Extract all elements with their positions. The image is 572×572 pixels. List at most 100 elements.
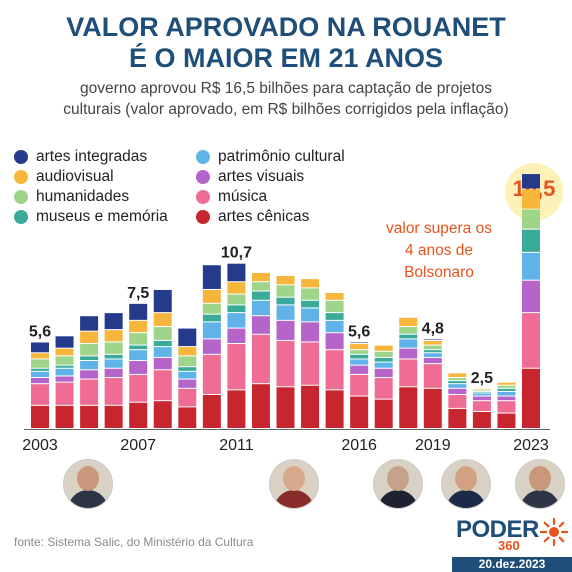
- bar-segment-2003-artes-visuais: [31, 378, 49, 384]
- bar-segment-2006-artes-cênicas: [104, 405, 123, 428]
- bar-segment-2007-museus-e-memória: [129, 345, 148, 350]
- bar-segment-2006-humanidades: [104, 342, 123, 354]
- bar-segment-2022-museus-e-memória: [497, 388, 516, 391]
- bar-segment-2014-artes-cênicas: [301, 385, 320, 428]
- bar-segment-2019-museus-e-memória: [423, 350, 442, 353]
- bar-segment-2016-música: [350, 374, 369, 396]
- legend-item-humanidades: humanidades: [14, 187, 129, 207]
- bar-segment-2007-artes-visuais: [129, 361, 148, 374]
- bar-segment-2019-audiovisual: [423, 340, 442, 345]
- legend-label: música: [218, 188, 268, 205]
- portrait-body: [446, 490, 486, 508]
- bar-segment-2015-humanidades: [325, 300, 344, 313]
- bar-segment-2009-música: [178, 388, 197, 407]
- bar-segment-2017-música: [374, 378, 393, 399]
- bar-segment-2012-música: [251, 334, 270, 384]
- bar-segment-2007-patrimônio-cultural: [129, 350, 148, 361]
- bar-segment-2018-museus-e-memória: [399, 334, 418, 339]
- legend-item-patrimonio-cultural: patrimônio cultural: [196, 147, 345, 167]
- bar-segment-2018-artes-visuais: [399, 348, 418, 359]
- bar-segment-2003-humanidades: [31, 359, 49, 368]
- bar-segment-2022-música: [497, 401, 516, 413]
- bar-segment-2016-museus-e-memória: [350, 354, 369, 359]
- portrait-dilma: [269, 459, 319, 509]
- bar-segment-2006-museus-e-memória: [104, 354, 123, 359]
- bar-segment-2012-patrimônio-cultural: [251, 300, 270, 316]
- bar-segment-2023-artes-cênicas: [522, 368, 540, 428]
- total-label-2019: 4,8: [422, 320, 444, 337]
- legend-label: artes integradas: [36, 148, 148, 165]
- x-tick-label-2003: 2003: [22, 437, 58, 454]
- bar-segment-2007-humanidades: [129, 333, 148, 345]
- bar-segment-2019-artes-integradas: [423, 339, 442, 340]
- portrait-lula-2003: [63, 459, 113, 509]
- bar-segment-2003-patrimônio-cultural: [31, 371, 49, 378]
- bar-segment-2005-artes-visuais: [80, 370, 99, 379]
- portrait-head: [77, 466, 99, 491]
- bar-segment-2022-patrimônio-cultural: [497, 391, 516, 396]
- bar-segment-2003-artes-cênicas: [31, 405, 49, 428]
- bar-segment-2021-artes-visuais: [472, 396, 491, 401]
- legend-swatch: [196, 210, 210, 224]
- bar-segment-2017-artes-visuais: [374, 368, 393, 378]
- bar-segment-2010-humanidades: [202, 303, 221, 314]
- bar-segment-2007-música: [129, 374, 148, 402]
- total-label-2011: 10,7: [221, 245, 252, 262]
- poder360-logo: PODER 360: [456, 516, 568, 553]
- bar-segment-2010-museus-e-memória: [202, 314, 221, 322]
- bar-segment-2006-música: [104, 378, 123, 405]
- bar-segment-2007-artes-cênicas: [129, 402, 148, 428]
- bar-segment-2013-música: [276, 340, 295, 387]
- bar-segment-2023-patrimônio-cultural: [522, 252, 540, 280]
- bar-segment-2010-música: [202, 354, 221, 395]
- x-tick-label-2016: 2016: [341, 437, 377, 454]
- bar-segment-2008-música: [153, 370, 172, 401]
- legend-swatch: [196, 150, 210, 164]
- legend-label: humanidades: [36, 188, 130, 205]
- portrait-body: [274, 490, 314, 508]
- bar-segment-2004-museus-e-memória: [55, 365, 74, 368]
- legend-label: artes visuais: [218, 168, 305, 185]
- bar-segment-2010-audiovisual: [202, 289, 221, 303]
- bar-segment-2012-museus-e-memória: [251, 291, 270, 300]
- bar-segment-2014-audiovisual: [301, 279, 320, 288]
- bar-segment-2021-audiovisual: [472, 388, 491, 390]
- bar-segment-2010-artes-integradas: [202, 265, 221, 289]
- bar-segment-2021-música: [472, 401, 491, 412]
- bar-segment-2013-artes-cênicas: [276, 387, 295, 428]
- bar-segment-2022-humanidades: [497, 385, 516, 388]
- bar-segment-2009-museus-e-memória: [178, 367, 197, 371]
- bar-segment-2023-música: [522, 313, 540, 368]
- bar-segment-2015-museus-e-memória: [325, 313, 344, 320]
- x-tick-label-2019: 2019: [415, 437, 451, 454]
- bar-segment-2015-artes-visuais: [325, 333, 344, 350]
- bar-segment-2007-audiovisual: [129, 320, 148, 333]
- legend-item-artes-visuais: artes visuais: [196, 167, 304, 187]
- legend-item-audiovisual: audiovisual: [14, 167, 114, 187]
- legend-swatch: [196, 170, 210, 184]
- legend-label: artes cênicas: [218, 208, 310, 225]
- publish-date: 20.dez.2023: [452, 557, 572, 572]
- bar-segment-2014-museus-e-memória: [301, 300, 320, 308]
- logo-burst-icon: [540, 518, 568, 546]
- bar-segment-2017-humanidades: [374, 351, 393, 357]
- bar-segment-2019-artes-visuais: [423, 357, 442, 364]
- bar-segment-2019-humanidades: [423, 345, 442, 350]
- bar-segment-2023-artes-visuais: [522, 280, 540, 313]
- legend-label: museus e memória: [36, 208, 168, 225]
- bar-segment-2008-museus-e-memória: [153, 340, 172, 347]
- legend-label: patrimônio cultural: [218, 148, 345, 165]
- bar-segment-2012-artes-visuais: [251, 316, 270, 334]
- bar-segment-2003-audiovisual: [31, 353, 49, 359]
- bar-segment-2020-audiovisual: [448, 373, 467, 378]
- bar-segment-2008-artes-integradas: [153, 289, 172, 313]
- bar-segment-2013-museus-e-memória: [276, 297, 295, 305]
- chart-subtitle-line1: governo aprovou R$ 16,5 bilhões para cap…: [80, 80, 492, 97]
- chart-subtitle-line2: culturais (valor aprovado, em R$ bilhões…: [63, 101, 509, 118]
- legend-swatch: [14, 210, 28, 224]
- bar-segment-2008-artes-visuais: [153, 357, 172, 370]
- bar-segment-2020-artes-visuais: [448, 388, 467, 395]
- portrait-head: [283, 466, 305, 491]
- total-label-2021: 2,5: [471, 370, 493, 387]
